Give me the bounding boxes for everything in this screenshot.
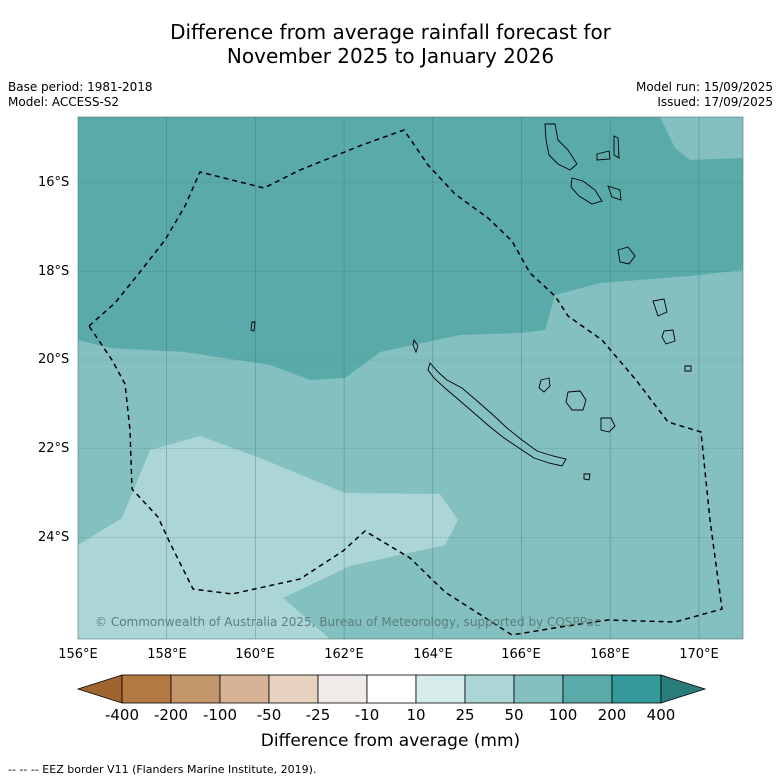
meta-right: Model run: 15/09/2025 Issued: 17/09/2025 [636, 80, 773, 110]
colorbar-tick-label: -200 [153, 706, 189, 724]
model-run: Model run: 15/09/2025 [635, 80, 773, 94]
colorbar-tick-label: 100 [548, 706, 578, 724]
colorbar-swatch [121, 674, 172, 704]
colorbar-swatch [170, 674, 221, 704]
island [596, 150, 611, 161]
eez-legend-footnote: -- -- -- EEZ border V11 (Flanders Marine… [8, 763, 317, 776]
island [652, 298, 668, 317]
island [570, 177, 603, 205]
island [538, 377, 551, 393]
colorbar-tick-label: -10 [354, 706, 380, 724]
colorbar-swatch [219, 674, 270, 704]
lon-label: 162°E [324, 647, 364, 662]
colorbar-tick-label: -400 [104, 706, 140, 724]
colorbar-swatch [415, 674, 466, 704]
island [412, 338, 419, 354]
island [565, 390, 587, 411]
colorbar-tick-label: 50 [504, 706, 524, 724]
colorbar-swatch [562, 674, 613, 704]
colorbar-tick-label: -25 [305, 706, 331, 724]
island [544, 123, 578, 171]
colorbar-tick-label: 400 [646, 706, 676, 724]
colorbar-tick-label: -100 [202, 706, 238, 724]
island [250, 321, 256, 332]
chart-title: Difference from average rainfall forecas… [0, 20, 781, 68]
issued-date: Issued: 17/09/2025 [657, 95, 773, 109]
colorbar-tick-label: 200 [597, 706, 627, 724]
lat-label: 24°S [38, 530, 70, 545]
island [607, 185, 622, 201]
colorbar [76, 674, 707, 704]
colorbar-extension-high [660, 674, 707, 704]
lon-label: 160°E [235, 647, 275, 662]
lat-label: 22°S [38, 441, 70, 456]
model-name: Model: ACCESS-S2 [8, 95, 120, 109]
lon-label: 170°E [679, 647, 719, 662]
island [600, 417, 616, 433]
lat-label: 16°S [38, 175, 70, 190]
lon-label: 158°E [147, 647, 187, 662]
island [613, 135, 620, 159]
colorbar-extension-low [76, 674, 123, 704]
colorbar-tick-label: -50 [256, 706, 282, 724]
rainfall-field [78, 117, 743, 639]
colorbar-tick-label: 25 [455, 706, 475, 724]
lon-label: 166°E [501, 647, 541, 662]
lon-label: 156°E [58, 647, 98, 662]
colorbar-swatch [268, 674, 319, 704]
lon-label: 168°E [590, 647, 630, 662]
lon-label: 164°E [413, 647, 453, 662]
colorbar-swatch [366, 674, 417, 704]
map-frame [77, 116, 744, 640]
colorbar-swatch [464, 674, 515, 704]
island [583, 473, 591, 481]
graticule [78, 117, 743, 639]
colorbar-swatch [513, 674, 564, 704]
eez-border [88, 129, 723, 636]
lat-label: 20°S [38, 352, 70, 367]
lat-label: 18°S [38, 264, 70, 279]
title-line-1: Difference from average rainfall forecas… [170, 20, 611, 44]
meta-left: Base period: 1981-2018 Model: ACCESS-S2 [8, 80, 153, 110]
colorbar-swatch [317, 674, 368, 704]
base-period: Base period: 1981-2018 [8, 80, 153, 94]
island [684, 365, 692, 372]
title-line-2: November 2025 to January 2026 [226, 44, 555, 68]
island [617, 246, 636, 265]
island [661, 329, 676, 345]
colorbar-swatch [611, 674, 662, 704]
colorbar-title: Difference from average (mm) [260, 731, 521, 751]
colorbar-tick-label: 10 [406, 706, 426, 724]
copyright-notice: © Commonwealth of Australia 2025, Bureau… [95, 615, 601, 629]
coastlines [250, 123, 692, 481]
new-caledonia-coast [427, 362, 567, 467]
band-50-100-northeast [660, 117, 743, 160]
